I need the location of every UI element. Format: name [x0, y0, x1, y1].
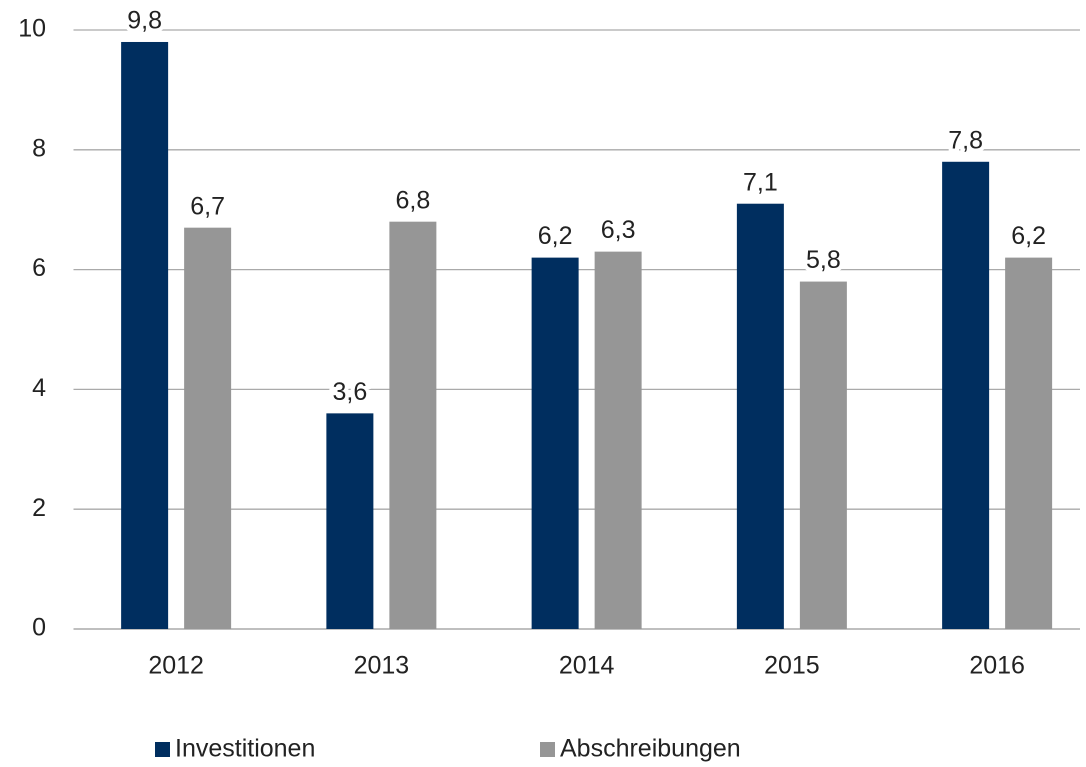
bar [942, 161, 990, 629]
value-label: 6,3 [601, 216, 636, 244]
bar [121, 41, 169, 630]
value-label: 6,7 [190, 192, 225, 220]
bar [799, 281, 847, 629]
x-tick-label: 2013 [354, 652, 410, 680]
bar [184, 227, 232, 630]
value-label: 6,2 [1011, 222, 1046, 250]
legend-label: Investitionen [175, 735, 315, 763]
x-tick-label: 2012 [148, 652, 204, 680]
legend-label: Abschreibungen [560, 735, 741, 763]
bar [1005, 257, 1053, 629]
bar [326, 413, 374, 629]
y-tick-label: 4 [32, 374, 46, 402]
bar [389, 221, 437, 629]
y-tick-label: 2 [32, 494, 46, 522]
x-tick-label: 2016 [969, 652, 1025, 680]
value-label: 9,8 [127, 7, 162, 35]
value-label: 6,8 [395, 186, 430, 214]
x-tick-label: 2015 [764, 652, 820, 680]
bar [531, 257, 579, 629]
y-tick-label: 0 [32, 614, 46, 642]
value-label: 3,6 [332, 378, 367, 406]
value-label: 5,8 [806, 246, 841, 274]
bar [736, 203, 784, 629]
value-label: 7,1 [743, 168, 778, 196]
legend-swatch [155, 742, 170, 757]
y-tick-label: 6 [32, 254, 46, 282]
value-label: 7,8 [948, 126, 983, 154]
bar [594, 251, 642, 629]
y-tick-label: 8 [32, 134, 46, 162]
x-tick-label: 2014 [559, 652, 615, 680]
value-label: 6,2 [538, 222, 573, 250]
legend-swatch [540, 742, 555, 757]
y-tick-label: 10 [18, 15, 46, 43]
